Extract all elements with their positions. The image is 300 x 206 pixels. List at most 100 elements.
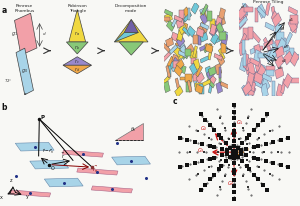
Polygon shape [191,55,196,65]
Polygon shape [188,9,190,21]
Polygon shape [166,38,174,48]
Polygon shape [172,55,180,65]
Polygon shape [219,17,222,28]
Polygon shape [172,63,180,73]
Polygon shape [174,16,182,23]
Polygon shape [163,52,170,62]
Polygon shape [175,62,183,69]
Polygon shape [245,61,253,75]
Polygon shape [248,62,255,76]
Polygon shape [261,77,270,92]
Polygon shape [265,2,271,16]
Polygon shape [208,49,212,61]
Polygon shape [202,80,211,87]
Polygon shape [244,8,253,13]
Polygon shape [275,55,284,69]
Polygon shape [174,66,182,77]
Polygon shape [283,74,292,89]
Polygon shape [173,45,181,52]
Polygon shape [176,36,185,48]
Polygon shape [271,7,277,22]
Polygon shape [220,42,228,52]
Polygon shape [200,14,208,26]
Polygon shape [219,72,221,83]
Text: x: x [0,194,3,199]
Polygon shape [291,79,300,83]
Polygon shape [175,78,180,91]
Polygon shape [248,73,257,82]
Text: $\vec{r_n}$: $\vec{r_n}$ [92,164,98,174]
Polygon shape [200,7,208,15]
Polygon shape [275,37,284,52]
Polygon shape [290,16,298,25]
Polygon shape [114,33,138,43]
Polygon shape [215,64,222,76]
Polygon shape [204,44,212,54]
Polygon shape [173,58,181,68]
Text: $\vec{r}$: $\vec{r}$ [61,151,66,160]
Polygon shape [189,64,197,76]
Polygon shape [195,85,203,95]
Polygon shape [191,3,199,15]
Text: P: P [41,115,45,119]
Polygon shape [217,54,225,67]
Polygon shape [170,62,178,72]
Polygon shape [177,31,184,42]
Polygon shape [272,82,275,96]
Polygon shape [256,63,265,75]
Polygon shape [171,17,178,28]
Polygon shape [253,73,262,85]
Polygon shape [242,1,248,16]
Polygon shape [242,41,245,55]
Text: $d_3$: $d_3$ [283,44,289,51]
Polygon shape [254,45,262,59]
Polygon shape [91,186,133,193]
Polygon shape [66,43,88,55]
Polygon shape [275,47,284,59]
Polygon shape [263,38,271,52]
Polygon shape [119,43,143,56]
Polygon shape [254,58,262,73]
Polygon shape [205,67,212,78]
Polygon shape [208,76,216,88]
Polygon shape [284,52,293,66]
Polygon shape [238,17,247,29]
Polygon shape [201,5,208,16]
Polygon shape [212,22,220,34]
Polygon shape [184,50,191,57]
Polygon shape [272,14,282,28]
Text: Decomposition
mode: Decomposition mode [115,4,147,13]
Polygon shape [162,43,170,53]
Polygon shape [218,49,225,61]
Polygon shape [200,10,207,21]
Polygon shape [112,157,150,165]
Polygon shape [69,11,86,43]
Polygon shape [198,34,201,46]
Polygon shape [62,150,104,157]
Text: $d$: $d$ [42,30,46,37]
Polygon shape [192,75,197,88]
Polygon shape [179,24,187,36]
Polygon shape [16,49,34,95]
Polygon shape [275,68,284,80]
Polygon shape [243,52,246,66]
Polygon shape [246,83,256,97]
Polygon shape [63,66,92,74]
Polygon shape [220,82,229,89]
Polygon shape [200,23,208,30]
Polygon shape [30,160,69,169]
Text: $G_3$: $G_3$ [197,145,204,154]
Polygon shape [180,77,188,81]
Polygon shape [213,37,222,45]
Polygon shape [221,30,229,38]
Polygon shape [266,68,274,77]
Polygon shape [254,50,261,64]
Text: $r_a$: $r_a$ [74,29,80,38]
Text: $d_2$: $d_2$ [280,57,287,65]
Polygon shape [271,12,281,26]
Polygon shape [44,178,83,187]
Polygon shape [176,19,184,29]
Polygon shape [162,76,170,85]
Polygon shape [193,71,198,81]
Polygon shape [277,33,284,41]
